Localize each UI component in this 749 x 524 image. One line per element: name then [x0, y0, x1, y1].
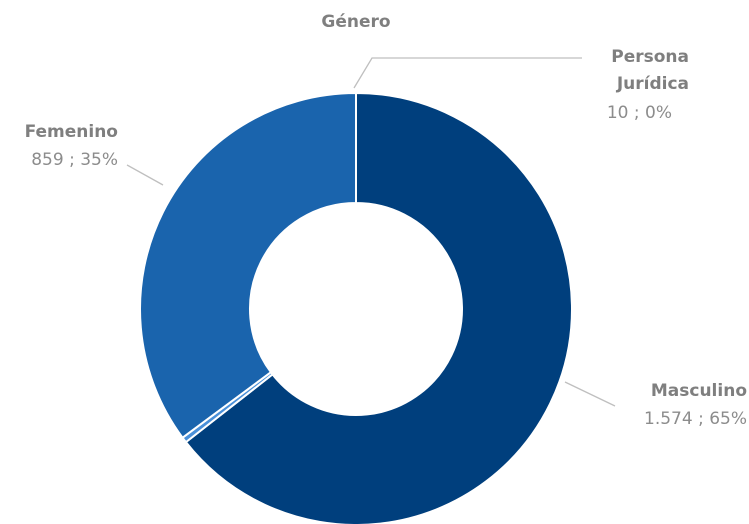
label-value-femenino: 859 ; 35% [31, 150, 118, 170]
slice-femenino [139, 91, 357, 440]
slice-masculino [184, 91, 573, 524]
data-labels: Masculino 1.574 ; 65% Persona Jurídica 10 ; … [25, 47, 747, 429]
label-name-persona-juridica-1: Jurídica [616, 74, 689, 94]
leader-line-persona-juridica [353, 57, 582, 89]
slices-layer [139, 91, 573, 524]
chart-title: Género [321, 12, 390, 32]
label-name-masculino: Masculino [651, 381, 747, 401]
leader-line-masculino [564, 381, 616, 407]
leader-line-femenino [126, 164, 164, 186]
label-name-femenino: Femenino [25, 122, 118, 142]
label-name-persona-juridica-0: Persona [611, 47, 689, 67]
label-value-masculino: 1.574 ; 65% [644, 409, 747, 429]
label-value-persona-juridica: 10 ; 0% [607, 103, 672, 123]
leader-lines [126, 57, 616, 407]
